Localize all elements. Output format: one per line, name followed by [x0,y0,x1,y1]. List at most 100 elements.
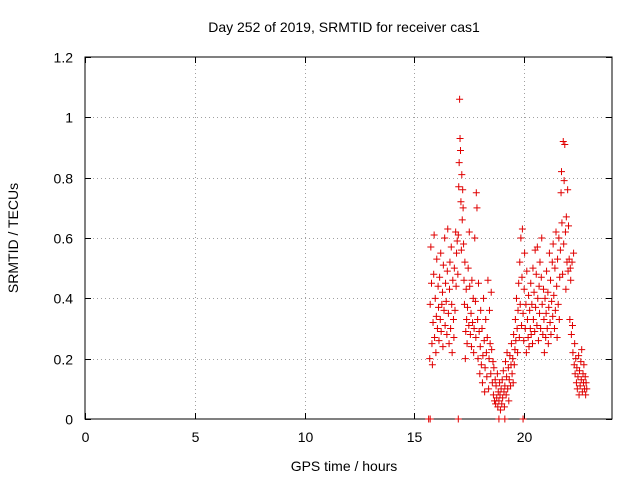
data-point [437,249,445,257]
data-point [557,189,565,197]
data-point [461,355,469,363]
data-point [447,325,455,332]
x-axis-label: GPS time / hours [291,458,398,474]
data-point [522,300,530,308]
data-point [546,318,554,326]
data-point [466,282,474,290]
y-tick-label: 0.6 [54,231,74,247]
data-point [436,273,444,281]
data-point [529,315,537,323]
data-point [481,388,489,396]
data-point [460,276,468,284]
data-point [550,291,558,299]
data-point [562,213,570,221]
data-point [509,379,517,387]
data-point [553,334,561,342]
data-point [510,361,518,369]
data-points [425,95,591,423]
data-point [481,364,489,372]
data-point [574,373,582,381]
data-point [477,361,485,369]
data-point [487,370,495,378]
data-point [576,367,584,375]
data-point [441,321,449,329]
data-point [497,385,505,393]
data-point [510,331,518,339]
data-point [553,282,561,290]
data-point [432,349,440,357]
data-point [427,243,435,251]
data-point [537,273,545,281]
data-point [550,325,558,332]
data-point [554,300,562,308]
data-point [547,276,555,284]
data-point [570,249,578,257]
y-tick-label: 0.4 [54,291,74,307]
grid-lines [85,57,612,419]
data-point [527,331,535,339]
data-point [461,258,469,266]
data-point [559,270,567,278]
y-tick-label: 1.2 [54,50,74,66]
data-point [515,334,523,342]
data-point [479,352,487,360]
data-point [463,340,471,348]
data-point [540,349,548,357]
data-point [438,288,446,296]
data-point [515,279,523,287]
data-point [478,325,486,332]
data-point [514,349,522,357]
x-tick-label: 15 [407,429,423,445]
data-point [512,294,520,302]
data-point [542,309,550,317]
data-point [485,385,493,393]
data-point [462,328,470,336]
data-point [467,309,475,317]
data-point [504,385,512,393]
data-point [539,331,547,339]
data-point [454,231,462,239]
data-point [483,334,491,342]
data-point [505,397,513,405]
data-point [543,325,551,332]
data-point [551,306,559,314]
data-point [474,279,482,287]
data-point [508,370,516,378]
data-point [448,300,456,308]
data-point [565,222,573,230]
data-point [575,391,583,399]
data-point [455,183,463,191]
data-point [465,321,473,329]
data-point [520,285,528,293]
data-point [519,415,527,423]
data-point [435,303,443,311]
data-point [486,340,494,348]
data-point [491,376,499,384]
data-point [543,267,551,275]
data-point [545,249,553,257]
data-point [431,294,439,302]
data-point [442,297,450,305]
data-point [541,294,549,302]
axis-ticks [85,57,612,420]
data-point [538,300,546,308]
data-point [518,225,526,233]
data-point [505,376,513,384]
data-point [560,177,568,185]
data-point [548,297,556,305]
data-point [571,370,579,378]
data-point [457,198,465,206]
data-point [561,228,569,236]
data-point [446,258,454,266]
data-point [454,415,462,423]
data-point [512,337,520,345]
data-point [525,291,533,299]
data-point [557,168,565,176]
data-point [581,373,589,381]
data-point [561,140,569,148]
data-point [446,285,454,293]
data-point [428,340,436,348]
data-point [464,264,472,272]
data-point [443,267,451,275]
data-point [544,340,552,348]
